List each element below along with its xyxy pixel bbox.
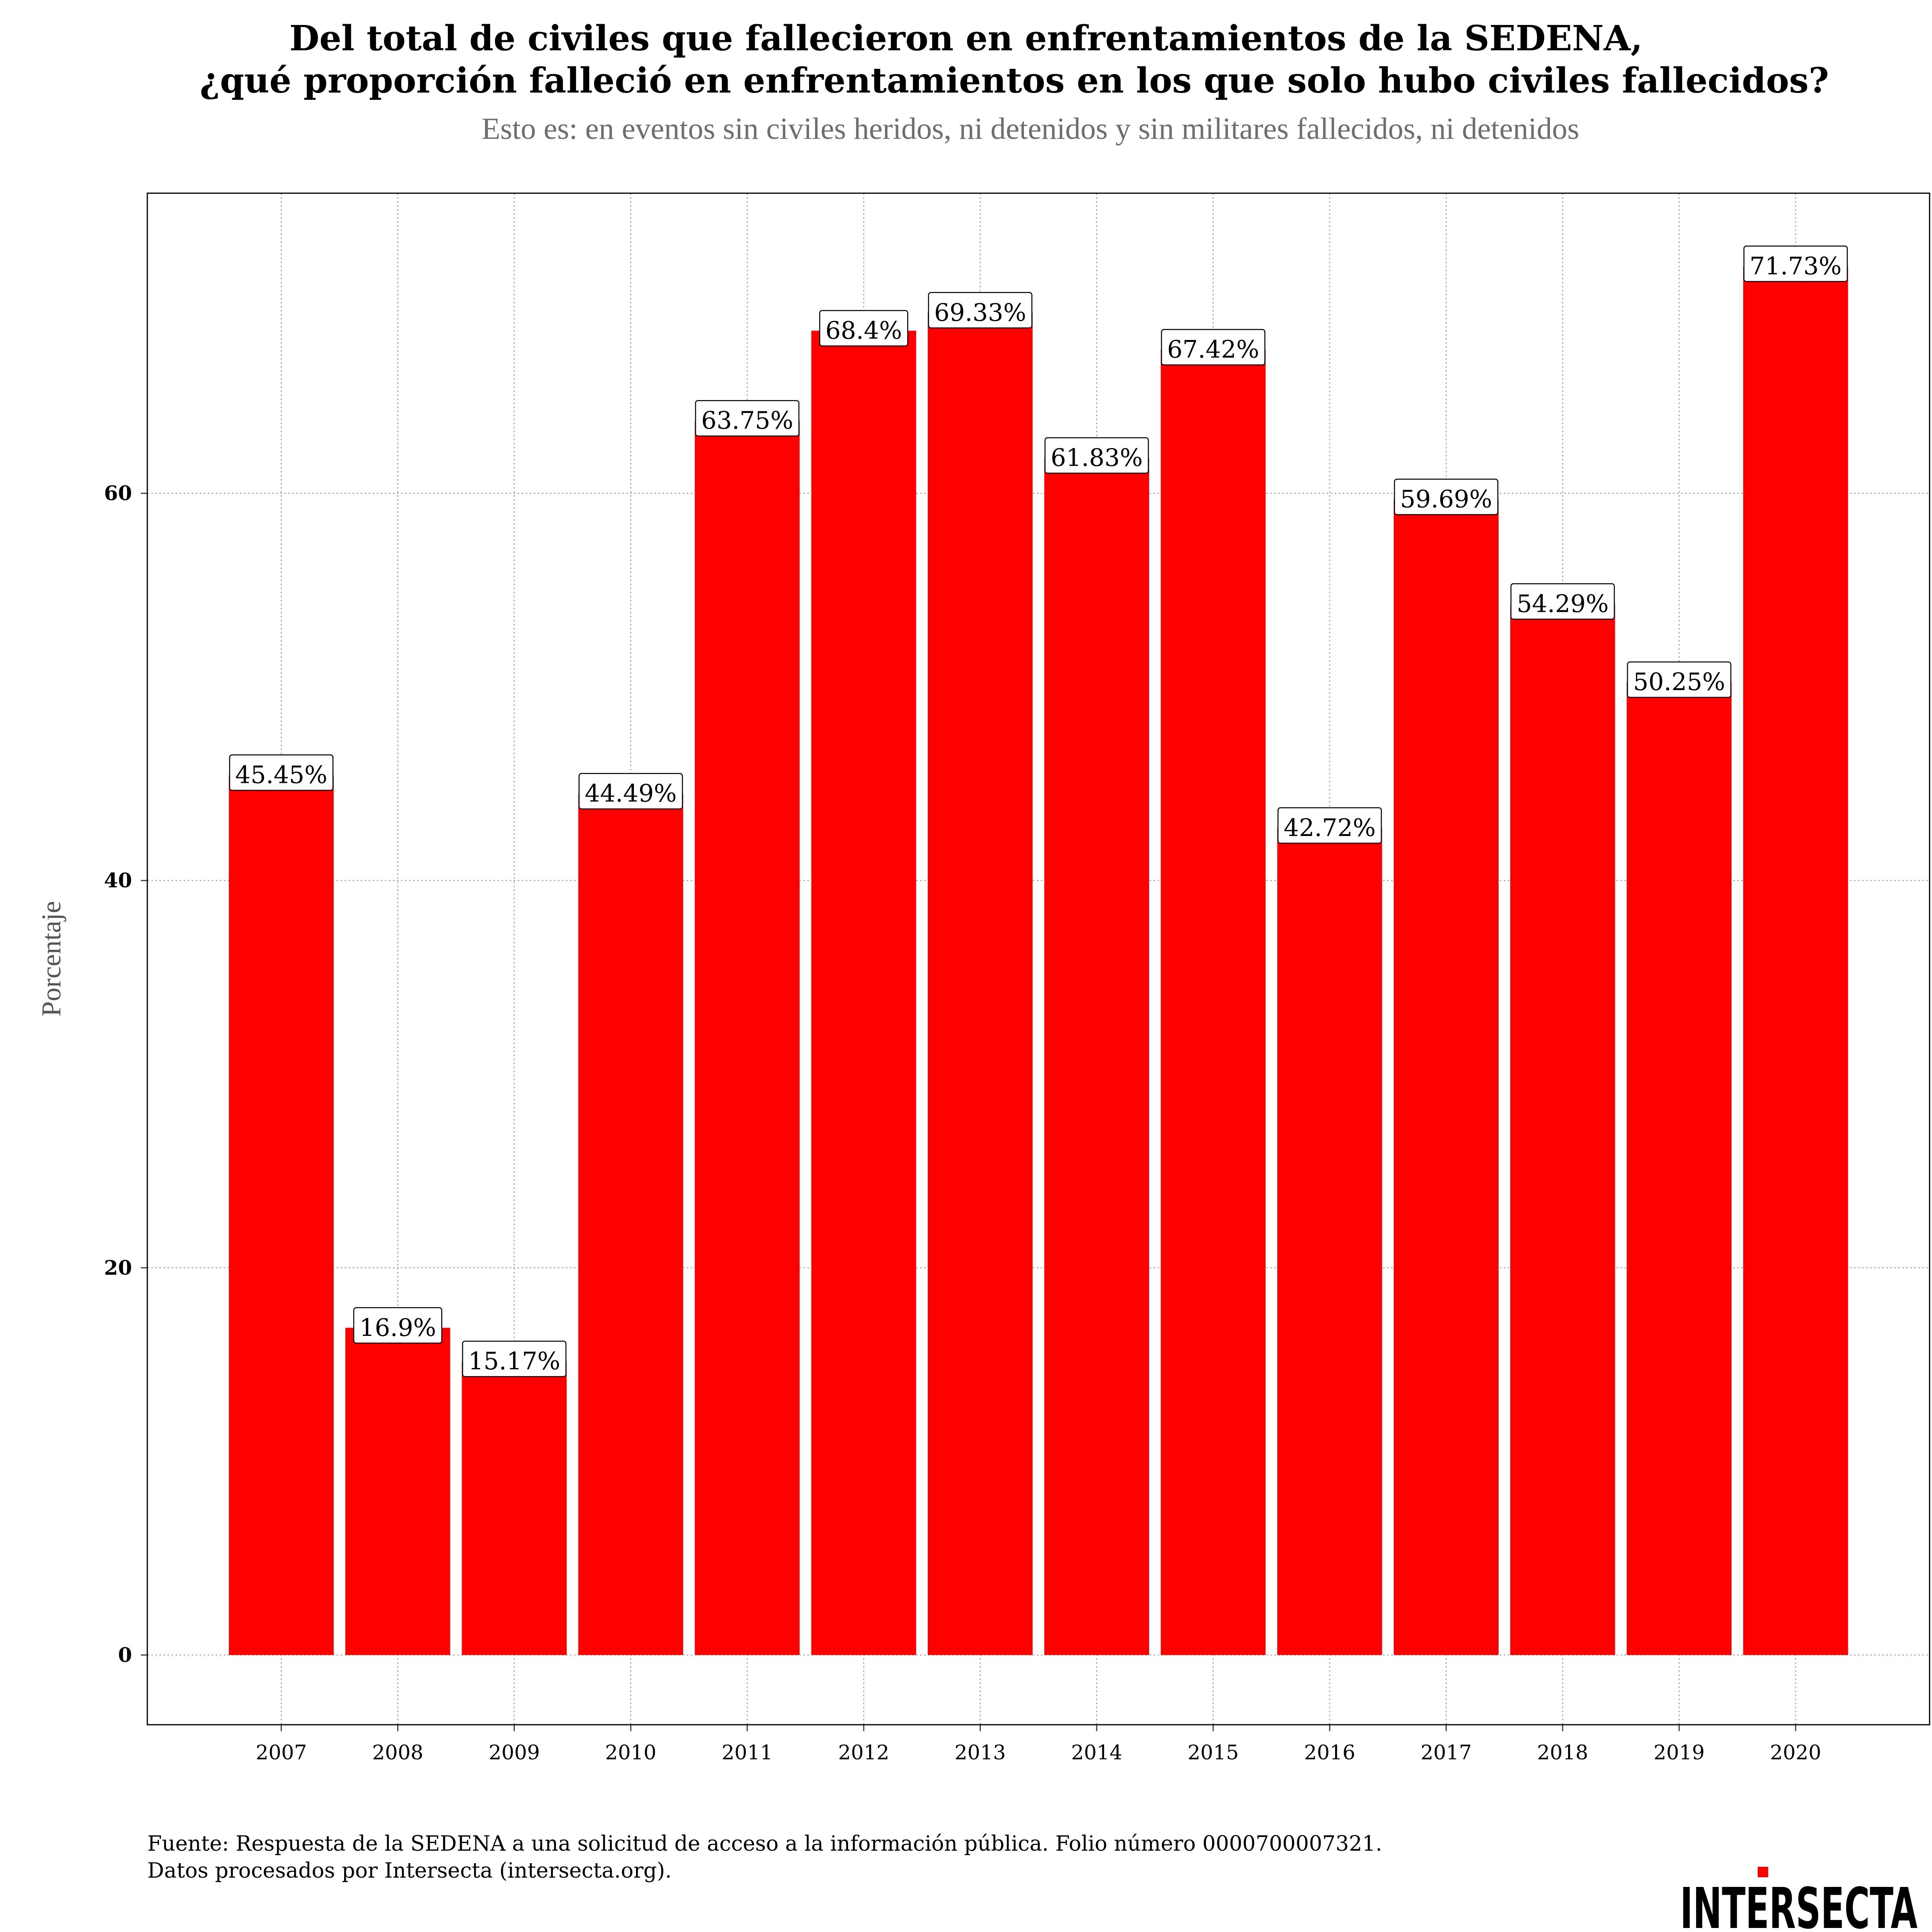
bar [1160, 349, 1266, 1655]
data-label-text: 63.75% [701, 407, 793, 435]
bar [1510, 604, 1615, 1655]
data-label-text: 71.73% [1750, 252, 1842, 280]
data-label: 42.72% [1277, 807, 1382, 844]
bar [578, 793, 683, 1655]
data-label-text: 45.45% [235, 761, 327, 789]
y-axis-title: Porcentaje [36, 901, 66, 1017]
data-label: 16.9% [353, 1307, 442, 1344]
bar [462, 1361, 567, 1655]
y-tick-label: 60 [104, 481, 132, 505]
data-label-text: 61.83% [1051, 444, 1143, 472]
data-label: 68.4% [819, 310, 908, 347]
data-label-text: 68.4% [826, 317, 902, 345]
data-label: 69.33% [928, 292, 1032, 329]
data-label-text: 50.25% [1633, 668, 1725, 696]
bar [1393, 499, 1499, 1655]
bar [928, 312, 1033, 1655]
data-label-box [229, 754, 334, 791]
data-label-box [353, 1307, 442, 1344]
data-label: 59.69% [1394, 479, 1499, 515]
x-tick-label: 2013 [955, 1741, 1006, 1764]
bars [229, 266, 1848, 1655]
data-label: 50.25% [1627, 661, 1732, 698]
chart-subtitle: Esto es: en eventos sin civiles heridos,… [481, 112, 1579, 146]
bar [811, 330, 916, 1655]
data-label: 54.29% [1510, 583, 1615, 620]
plot-border [147, 192, 1930, 1726]
x-tick-label: 2009 [489, 1741, 540, 1764]
data-label-text: 44.49% [585, 780, 677, 808]
data-label: 44.49% [578, 773, 683, 809]
x-axis: 2007 2008 2009 2010 2011 2012 2013 2014 2015 2016… [256, 1725, 1821, 1764]
data-label-box [1161, 329, 1265, 365]
bar [345, 1327, 450, 1655]
data-labels: 45.45% 16.9% 15.17% 44.49% 63.75% 68.4% 69.33%… [229, 246, 1848, 1377]
intersecta-logo: INTERSECTA [1680, 1867, 1918, 1932]
logo-accent-mark [1758, 1867, 1768, 1877]
x-tick-label: 2010 [605, 1741, 656, 1764]
x-tick-label: 2012 [838, 1741, 889, 1764]
data-label-box [1394, 479, 1499, 515]
data-label-box [1627, 661, 1732, 698]
data-label-box [1743, 246, 1848, 282]
x-tick-label: 2011 [722, 1741, 773, 1764]
x-tick-label: 2018 [1537, 1741, 1588, 1764]
bar [1044, 458, 1149, 1655]
bar [1627, 682, 1732, 1655]
data-label: 71.73% [1743, 246, 1848, 282]
chart-title-line-1: Del total de civiles que fallecieron en … [289, 18, 1643, 59]
data-label-text: 16.9% [359, 1314, 436, 1342]
data-label-box [819, 310, 908, 347]
bar [229, 775, 334, 1655]
data-label: 45.45% [229, 754, 334, 791]
source-caption-line-1: Fuente: Respuesta de la SEDENA a una sol… [147, 1832, 1382, 1856]
data-label: 15.17% [462, 1340, 567, 1377]
data-label-box [928, 292, 1032, 329]
bar [1277, 828, 1382, 1655]
x-tick-label: 2019 [1653, 1741, 1705, 1764]
data-label-box [1044, 437, 1149, 474]
data-label-text: 54.29% [1517, 590, 1609, 618]
data-label-box [1510, 583, 1615, 620]
x-tick-label: 2014 [1071, 1741, 1122, 1764]
x-tick-label: 2020 [1770, 1741, 1821, 1764]
data-label-box [1277, 807, 1382, 844]
x-tick-label: 2017 [1420, 1741, 1472, 1764]
source-caption-line-2: Datos procesados por Intersecta (interse… [147, 1859, 672, 1883]
data-label-text: 59.69% [1400, 485, 1492, 514]
data-label: 63.75% [695, 400, 800, 437]
y-tick-label: 40 [104, 869, 132, 892]
data-label-text: 67.42% [1167, 336, 1259, 364]
chart-title-line-2: ¿qué proporción falleció en enfrentamien… [200, 60, 1829, 101]
data-label-box [578, 773, 683, 809]
data-label-box [462, 1340, 567, 1377]
data-label-text: 42.72% [1284, 814, 1376, 842]
data-label-text: 69.33% [934, 299, 1026, 327]
x-tick-label: 2016 [1304, 1741, 1355, 1764]
data-label: 67.42% [1161, 329, 1265, 365]
y-axis: 0 20 40 60 [104, 481, 147, 1667]
bar [695, 421, 800, 1655]
x-tick-label: 2007 [256, 1741, 307, 1764]
data-label: 61.83% [1044, 437, 1149, 474]
logo-text: INTERSECTA [1680, 1876, 1918, 1932]
x-tick-label: 2008 [372, 1741, 423, 1764]
data-label-box [695, 400, 800, 437]
data-label-text: 15.17% [468, 1347, 560, 1375]
bar [1743, 266, 1848, 1655]
y-tick-label: 20 [104, 1256, 132, 1280]
x-tick-label: 2015 [1187, 1741, 1238, 1764]
y-tick-label: 0 [118, 1643, 132, 1667]
